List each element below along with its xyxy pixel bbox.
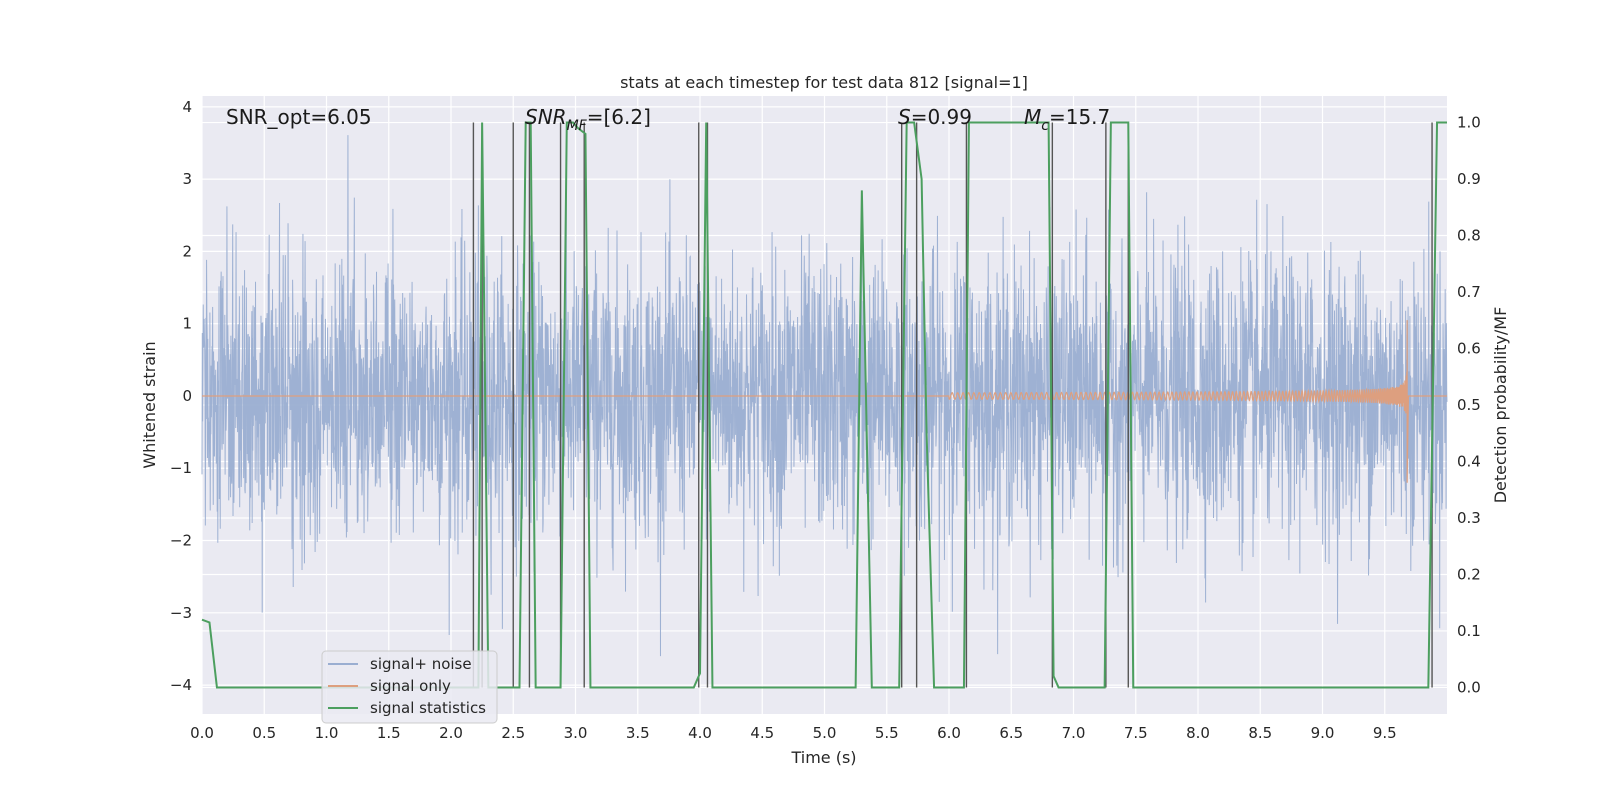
y-tick-label: −3 [170, 604, 192, 622]
x-tick-label: 8.0 [1186, 724, 1210, 742]
y-tick-label: −1 [170, 459, 192, 477]
annotation-s-symbol: S [898, 105, 911, 129]
y-tick-label: −4 [170, 676, 192, 694]
series-signal-only [202, 320, 1447, 483]
annotation-snr-opt: SNR_opt=6.05 [226, 105, 372, 129]
annotation-mc: Mc=15.7 [1024, 105, 1110, 134]
legend-frame [321, 650, 498, 724]
x-tick-label: 4.5 [750, 724, 774, 742]
chart-title: stats at each timestep for test data 812… [620, 73, 1028, 92]
y2-tick-label: 0.3 [1457, 509, 1481, 527]
y2-tick-label: 0.8 [1457, 227, 1481, 245]
y2-tick-label: 0.2 [1457, 565, 1481, 583]
x-tick-label: 6.0 [937, 724, 961, 742]
x-tick-label: 5.0 [813, 724, 837, 742]
y2-tick-label: 0.6 [1457, 340, 1481, 358]
y-tick-label: 1 [182, 315, 192, 333]
y-tick-label: 0 [182, 387, 192, 405]
x-tick-label: 9.0 [1311, 724, 1335, 742]
y2-tick-label: 0.1 [1457, 622, 1481, 640]
x-tick-label: 3.0 [564, 724, 588, 742]
series-signal-statistics [201, 121, 1447, 689]
y2-tick-label: 0.0 [1457, 678, 1481, 696]
x-tick-label: 0.0 [190, 724, 214, 742]
axis-ticks: 0.0 0.5 1.0 1.5 2.0 2.5 3.0 3.5 4.0 4.5 5.0 5.5 6.0 6… [170, 98, 1481, 742]
annotation-mc-sub: c [1041, 118, 1049, 134]
signal-noise-line [201, 135, 1448, 657]
annotation-mc-value: =15.7 [1049, 105, 1110, 129]
signal-only-line [202, 320, 1447, 483]
x-tick-label: 9.5 [1373, 724, 1397, 742]
x-tick-label: 2.5 [501, 724, 525, 742]
x-tick-label: 5.5 [875, 724, 899, 742]
y-tick-label: 4 [182, 98, 192, 116]
x-axis-label: Time (s) [790, 748, 856, 767]
y2-tick-label: 0.7 [1457, 283, 1481, 301]
legend: signal+ noise signal only signal statist… [321, 650, 498, 724]
signal-statistics-line [201, 121, 1447, 689]
y2-tick-label: 0.5 [1457, 396, 1481, 414]
annotation-snr-mf: SNRMF=[6.2] [525, 105, 651, 134]
x-tick-label: 7.5 [1124, 724, 1148, 742]
y2-tick-label: 0.9 [1457, 170, 1481, 188]
annotation-snr-mf-value: =[6.2] [587, 105, 651, 129]
x-tick-label: 6.5 [999, 724, 1023, 742]
y2-axis-label: Detection probability/MF [1491, 307, 1510, 504]
annotation-snr-mf-sub: MF [567, 118, 588, 134]
x-tick-label: 4.0 [688, 724, 712, 742]
x-tick-label: 7.0 [1062, 724, 1086, 742]
y-tick-label: 2 [182, 242, 192, 260]
y2-tick-label: 0.4 [1457, 452, 1481, 470]
x-tick-label: 3.5 [626, 724, 650, 742]
annotation-s: S=0.99 [898, 105, 972, 129]
x-tick-label: 1.0 [315, 724, 339, 742]
annotation-snr-mf-base: SNR [525, 105, 567, 129]
annotation-s-value: =0.99 [911, 105, 972, 129]
x-tick-label: 0.5 [252, 724, 276, 742]
series-signal-noise [201, 135, 1448, 657]
y-axis-label: Whitened strain [140, 341, 159, 468]
annotation-mc-base: M [1024, 105, 1041, 129]
x-tick-label: 1.5 [377, 724, 401, 742]
x-tick-label: 2.0 [439, 724, 463, 742]
x-tick-label: 8.5 [1248, 724, 1272, 742]
y-tick-label: −2 [170, 532, 192, 550]
y-tick-label: 3 [182, 170, 192, 188]
legend-label-noise: signal+ noise [370, 655, 472, 673]
legend-label-signal: signal only [370, 677, 451, 695]
legend-label-statistics: signal statistics [370, 699, 486, 717]
y2-tick-label: 1.0 [1457, 114, 1481, 132]
